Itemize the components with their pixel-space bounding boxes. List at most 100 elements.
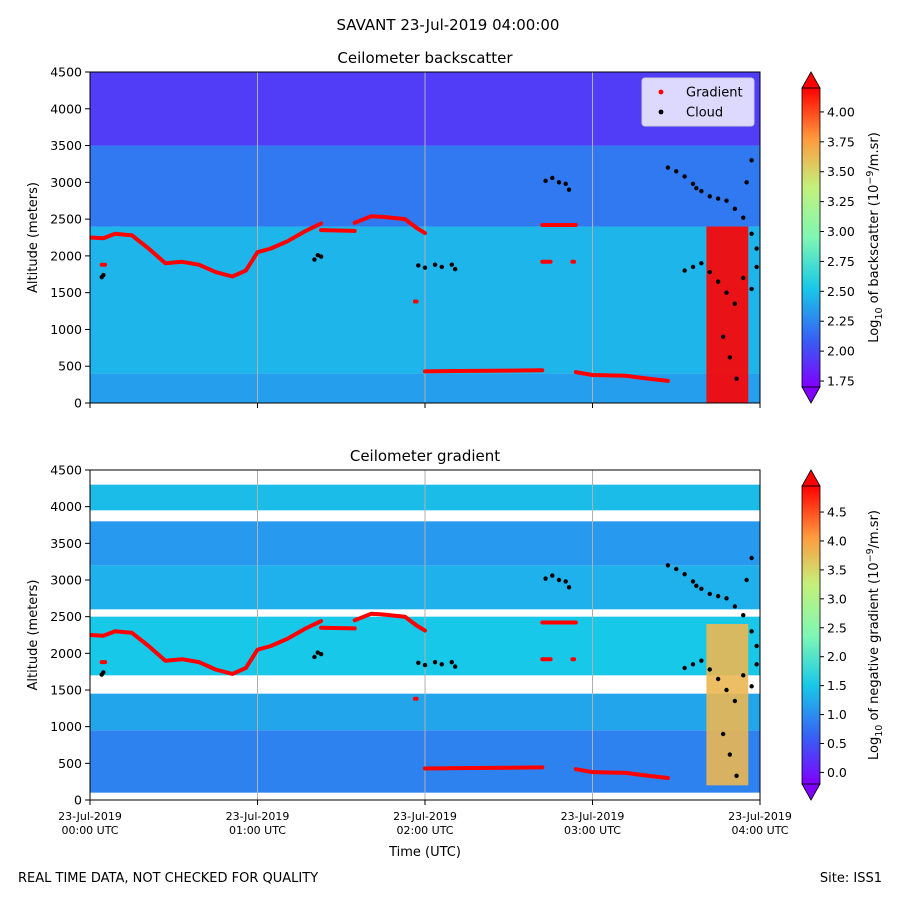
cloud-point — [707, 194, 712, 199]
colorbar-tick-label: 2.25 — [827, 314, 855, 329]
cloud-point — [720, 731, 726, 737]
cloud-point — [741, 613, 746, 618]
cloud-point — [318, 651, 324, 657]
colorbar-tick-label: 3.5 — [827, 562, 847, 577]
cloud-point — [674, 566, 679, 572]
colorbar-tick-label: 4.5 — [827, 505, 847, 520]
cloud-point — [754, 264, 759, 270]
legend-label: Gradient — [686, 86, 743, 101]
cloud-point — [682, 268, 687, 273]
cloud-point — [741, 215, 746, 220]
cloud-point — [682, 174, 687, 179]
legend-label: Cloud — [686, 106, 723, 121]
colorbar-extend-max — [801, 469, 821, 487]
colorbar-tick-label: 3.75 — [827, 134, 855, 149]
colorbar-label: Log10 of backscatter (10−9/m.sr) — [865, 132, 885, 343]
cloud-point — [452, 664, 458, 669]
cloud-point — [101, 670, 106, 675]
cloud-point — [724, 687, 729, 693]
y-axis-label: Altitude (meters) — [26, 182, 41, 293]
gradient-trace — [90, 221, 324, 279]
cloud-point — [732, 301, 738, 306]
y-tick-label: 4000 — [50, 499, 82, 514]
gradient-trace — [319, 625, 357, 631]
y-tick-label: 4000 — [50, 101, 82, 116]
y-axis-label: Altitude (meters) — [26, 580, 41, 691]
colorbar-tick-label: 0.5 — [827, 736, 847, 751]
x-tick-label: 04:00 UTC — [731, 824, 788, 837]
cloud-point — [312, 654, 317, 660]
legend: Gradient Cloud — [641, 77, 755, 127]
figure-title: SAVANT 23-Jul-2019 04:00:00 — [337, 16, 560, 34]
x-tick-label: 03:00 UTC — [564, 824, 621, 837]
series-cloud — [99, 555, 759, 778]
cloud-point — [432, 262, 438, 267]
cloud-point — [318, 254, 324, 259]
y-tick-label: 0 — [74, 396, 82, 411]
cloud-point — [749, 684, 754, 689]
cloud-point — [682, 665, 687, 671]
y-tick-label: 2500 — [50, 609, 82, 624]
footer-quality-note: REAL TIME DATA, NOT CHECKED FOR QUALITY — [18, 871, 318, 886]
cloud-point — [690, 662, 696, 667]
x-tick-label: 23-Jul-2019 — [393, 810, 457, 823]
cloud-point — [556, 180, 562, 185]
x-tick-label: 00:00 UTC — [61, 824, 118, 837]
cloud-point — [707, 591, 712, 597]
colorbar-tick-label: 4.0 — [827, 533, 847, 548]
cloud-point — [101, 272, 106, 278]
cloud-point — [754, 643, 759, 649]
cloud-point — [563, 579, 568, 584]
cloud-point — [452, 266, 458, 272]
colorbar-extend-min — [801, 386, 821, 404]
cloud-point — [566, 585, 572, 590]
cloud-point — [744, 577, 749, 583]
colorbar-tick-label: 1.5 — [827, 678, 847, 693]
cloud-point — [694, 186, 699, 191]
cloud-point — [741, 673, 746, 678]
cloud-point — [543, 576, 548, 581]
gradient-panel: 0 500 1000 1500 2000 2500 3000 3500 4000 4500 23-J… — [26, 447, 885, 860]
colorbar-extend-min — [801, 783, 821, 801]
y-tick-label: 1000 — [50, 322, 82, 337]
colorbar-tick-label: 4.00 — [827, 104, 855, 119]
gradient-trace — [319, 228, 357, 233]
legend-box — [641, 77, 755, 127]
cloud-point — [566, 187, 572, 192]
colorbar-tick-label: 2.50 — [827, 284, 855, 299]
cloud-point — [749, 555, 754, 561]
y-tick-label: 4500 — [50, 463, 82, 478]
x-tick-label: 23-Jul-2019 — [226, 810, 290, 823]
colorbar-tick-label: 1.75 — [827, 374, 855, 389]
series-cloud — [99, 158, 759, 381]
gradient-trace — [423, 368, 545, 374]
footer-site: Site: ISS1 — [820, 871, 882, 886]
cloud-point — [724, 198, 729, 203]
cloud-point — [727, 355, 733, 360]
x-axis-label: Time (UTC) — [388, 845, 461, 860]
legend-marker — [658, 109, 664, 115]
cloud-point — [416, 660, 421, 666]
cloud-point — [732, 206, 738, 212]
cloud-point — [665, 165, 671, 170]
cloud-point — [449, 659, 454, 665]
cloud-point — [699, 261, 704, 266]
cloud-point — [749, 158, 754, 163]
y-tick-label: 1000 — [50, 719, 82, 734]
cloud-point — [550, 573, 555, 578]
cloud-point — [734, 773, 739, 778]
gradient-trace — [352, 611, 427, 633]
cloud-point — [715, 593, 721, 599]
x-tick-label: 02:00 UTC — [396, 824, 453, 837]
cloud-point — [674, 169, 679, 174]
cloud-point — [754, 662, 759, 667]
cloud-point — [439, 264, 444, 270]
y-tick-label: 500 — [58, 756, 82, 771]
series-gradient — [90, 214, 670, 383]
cloud-point — [550, 175, 555, 181]
colorbar-extend-max — [801, 71, 821, 89]
cloud-point — [732, 604, 738, 609]
y-tick-label: 2000 — [50, 646, 82, 661]
colorbar-tick-label: 3.0 — [827, 591, 847, 606]
cloud-point — [715, 676, 721, 682]
